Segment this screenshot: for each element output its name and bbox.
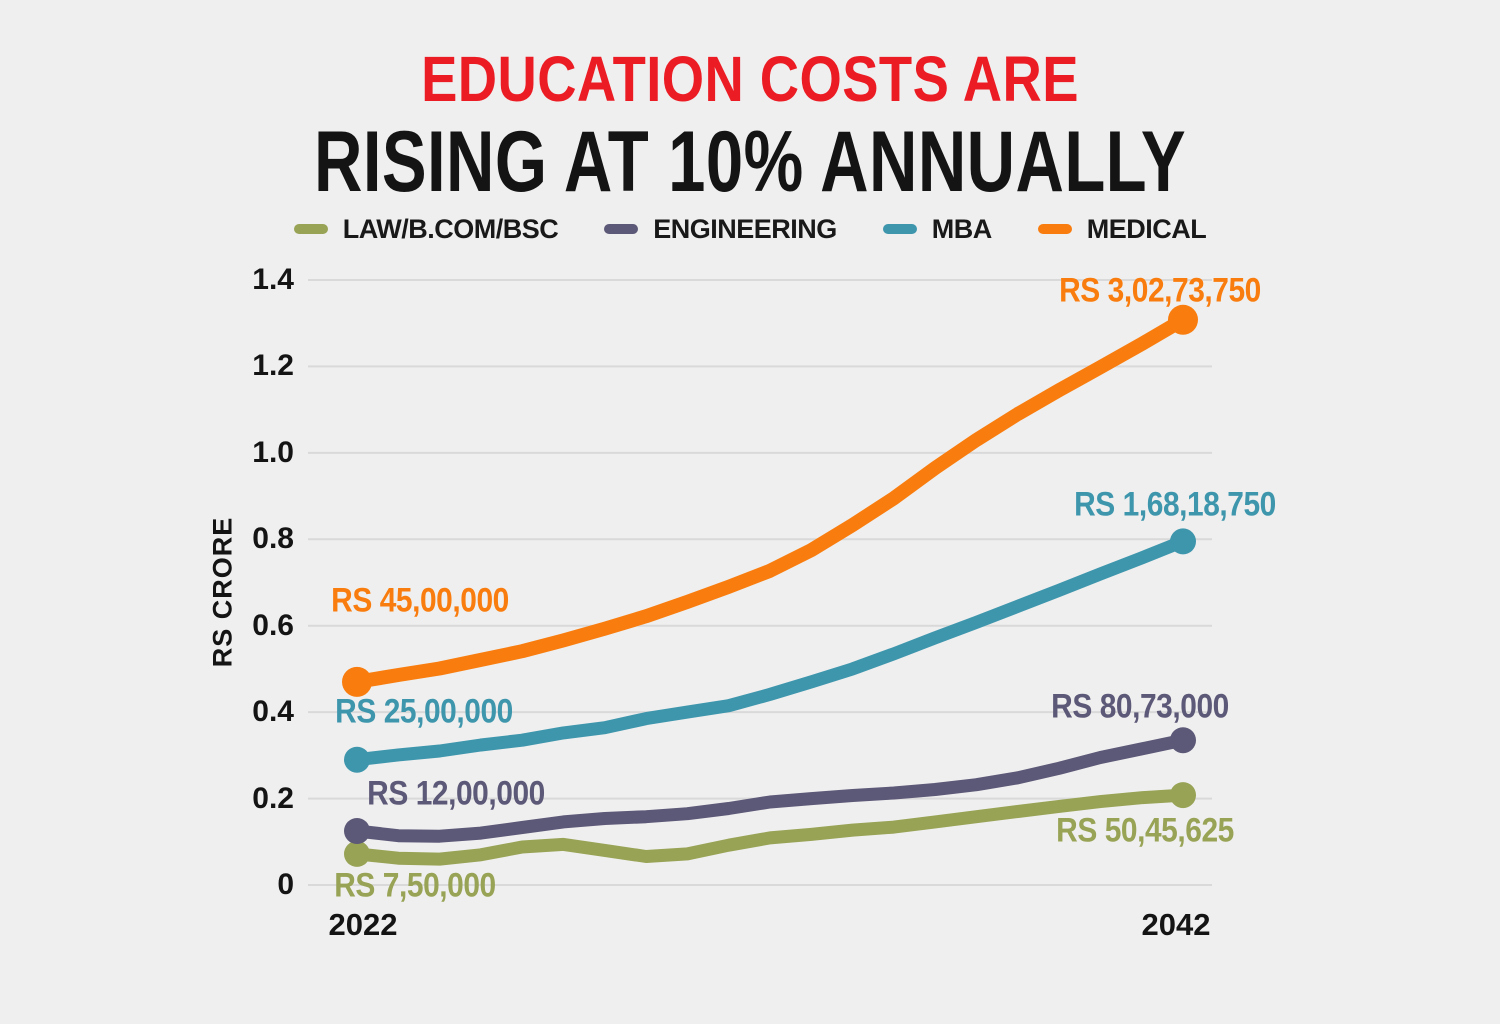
legend-swatch-icon (882, 224, 917, 234)
annotation-engineering-start-value: RS 12,00,000 (367, 774, 545, 813)
legend-item-engineering: ENGINEERING (604, 214, 837, 245)
y-tick-label-1-0: 1.0 (252, 436, 294, 469)
annotation-mba-end-value: RS 1,68,18,750 (1074, 485, 1276, 524)
annotation-medical-end-value: RS 3,02,73,750 (1059, 271, 1261, 310)
annotation-engineering-end-value: RS 80,73,000 (1051, 687, 1229, 726)
y-tick-label-1-4: 1.4 (252, 263, 294, 296)
annotation-law-b-com-bsc-start-value: RS 7,50,000 (334, 866, 496, 905)
y-axis-title: RS CRORE (207, 516, 238, 668)
series-start-dot-law-b-com-bsc (344, 840, 370, 867)
series-end-dot-engineering (1170, 727, 1196, 754)
series-line-engineering (350, 733, 1190, 843)
legend-swatch-icon (604, 224, 639, 234)
series-line-medical (350, 312, 1190, 689)
y-tick-label-0: 0 (277, 868, 294, 901)
annotation-law-b-com-bsc-end-value: RS 50,45,625 (1056, 811, 1234, 850)
series-end-dot-medical (1168, 304, 1198, 335)
legend-item-law-b-com-bsc: LAW/B.COM/BSC (293, 213, 559, 245)
y-tick-label-0-2: 0.2 (252, 782, 294, 815)
legend-item-label: MEDICAL (1086, 213, 1207, 244)
series-start-dot-engineering (344, 818, 370, 844)
legend-swatch-icon (293, 224, 328, 234)
series-start-dot-mba (344, 746, 370, 773)
page-title-line1: EDUCATION COSTS ARE (421, 43, 1079, 115)
legend-item-medical: MEDICAL (1037, 213, 1207, 245)
y-tick-label-0-8: 0.8 (252, 522, 294, 555)
y-tick-label-0-6: 0.6 (252, 609, 294, 642)
y-tick-label-1-2: 1.2 (252, 349, 294, 382)
y-tick-label-0-4: 0.4 (252, 695, 294, 728)
annotation-mba-start-value: RS 25,00,000 (335, 692, 513, 731)
legend-item-mba: MBA (882, 213, 993, 245)
x-tick-label-2042: 2042 (1141, 907, 1211, 942)
legend-item-label: MBA (931, 213, 993, 244)
legend-item-label: LAW/B.COM/BSC (342, 213, 559, 244)
legend-swatch-icon (1037, 224, 1072, 234)
legend-item-label: ENGINEERING (653, 213, 837, 244)
series-line-law-b-com-bsc (350, 788, 1190, 866)
series-end-dot-mba (1170, 528, 1196, 555)
series-line-mba (350, 534, 1190, 767)
annotation-medical-start-value: RS 45,00,000 (331, 581, 509, 620)
page-title-line2: RISING AT 10% ANNUALLY (313, 114, 1187, 210)
x-tick-label-2022: 2022 (328, 907, 398, 942)
legend: LAW/B.COM/BSC ENGINEERING MBA MEDICAL (0, 206, 1500, 252)
series-start-dot-medical (342, 666, 372, 697)
series-end-dot-law-b-com-bsc (1170, 782, 1196, 809)
